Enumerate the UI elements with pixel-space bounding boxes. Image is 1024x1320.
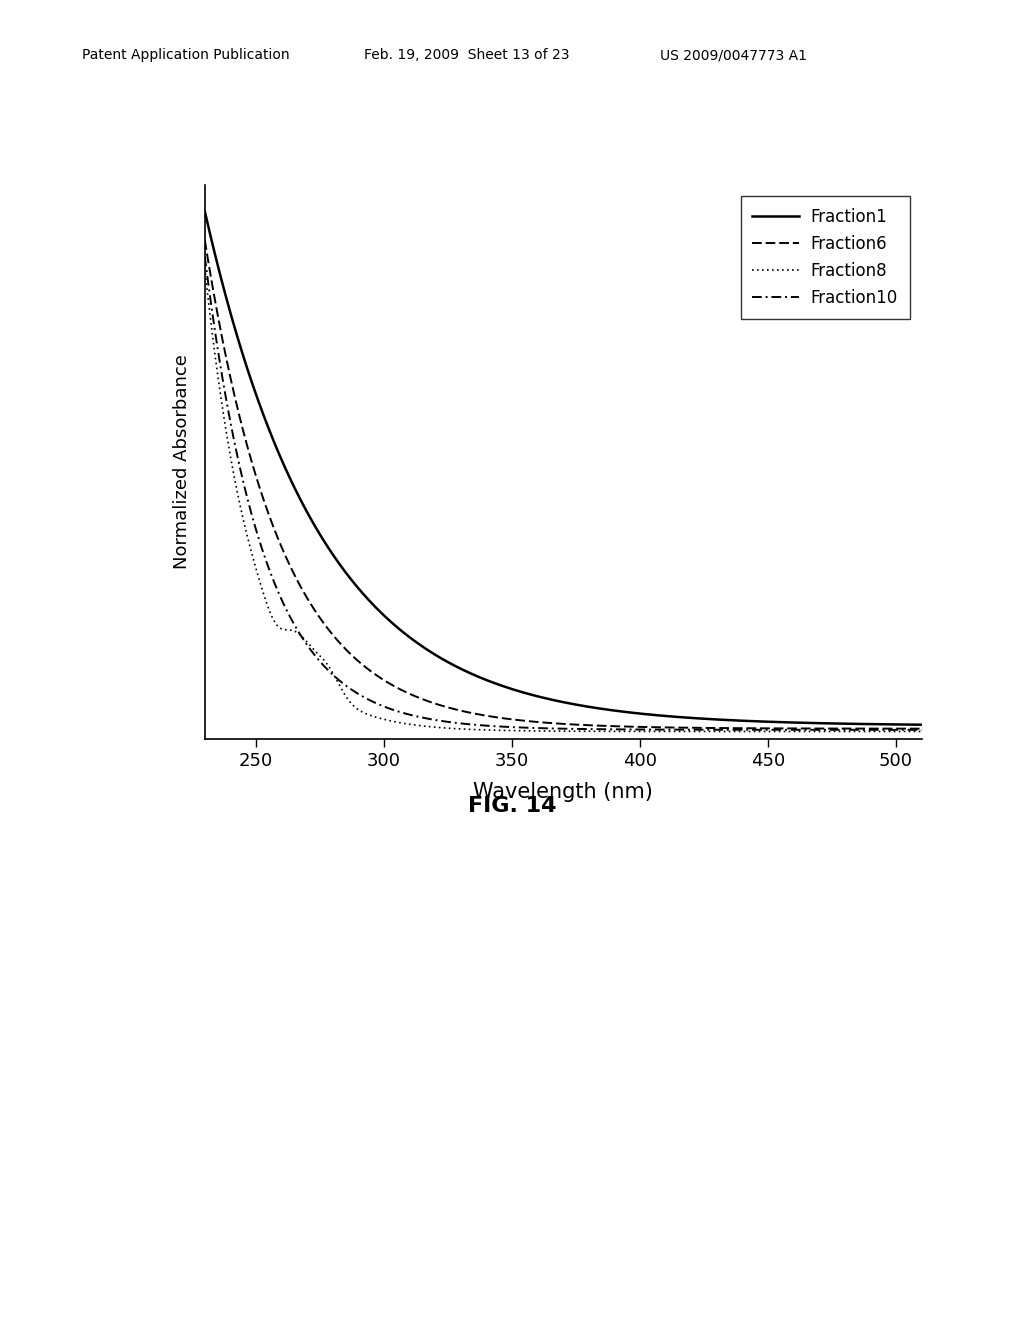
X-axis label: Wavelength (nm): Wavelength (nm): [473, 781, 653, 801]
Text: US 2009/0047773 A1: US 2009/0047773 A1: [660, 49, 808, 62]
Text: FIG. 14: FIG. 14: [468, 796, 556, 816]
Text: Patent Application Publication: Patent Application Publication: [82, 49, 290, 62]
Legend: Fraction1, Fraction6, Fraction8, Fraction10: Fraction1, Fraction6, Fraction8, Fractio…: [740, 195, 909, 318]
Text: Feb. 19, 2009  Sheet 13 of 23: Feb. 19, 2009 Sheet 13 of 23: [364, 49, 569, 62]
Y-axis label: Normalized Absorbance: Normalized Absorbance: [173, 355, 190, 569]
